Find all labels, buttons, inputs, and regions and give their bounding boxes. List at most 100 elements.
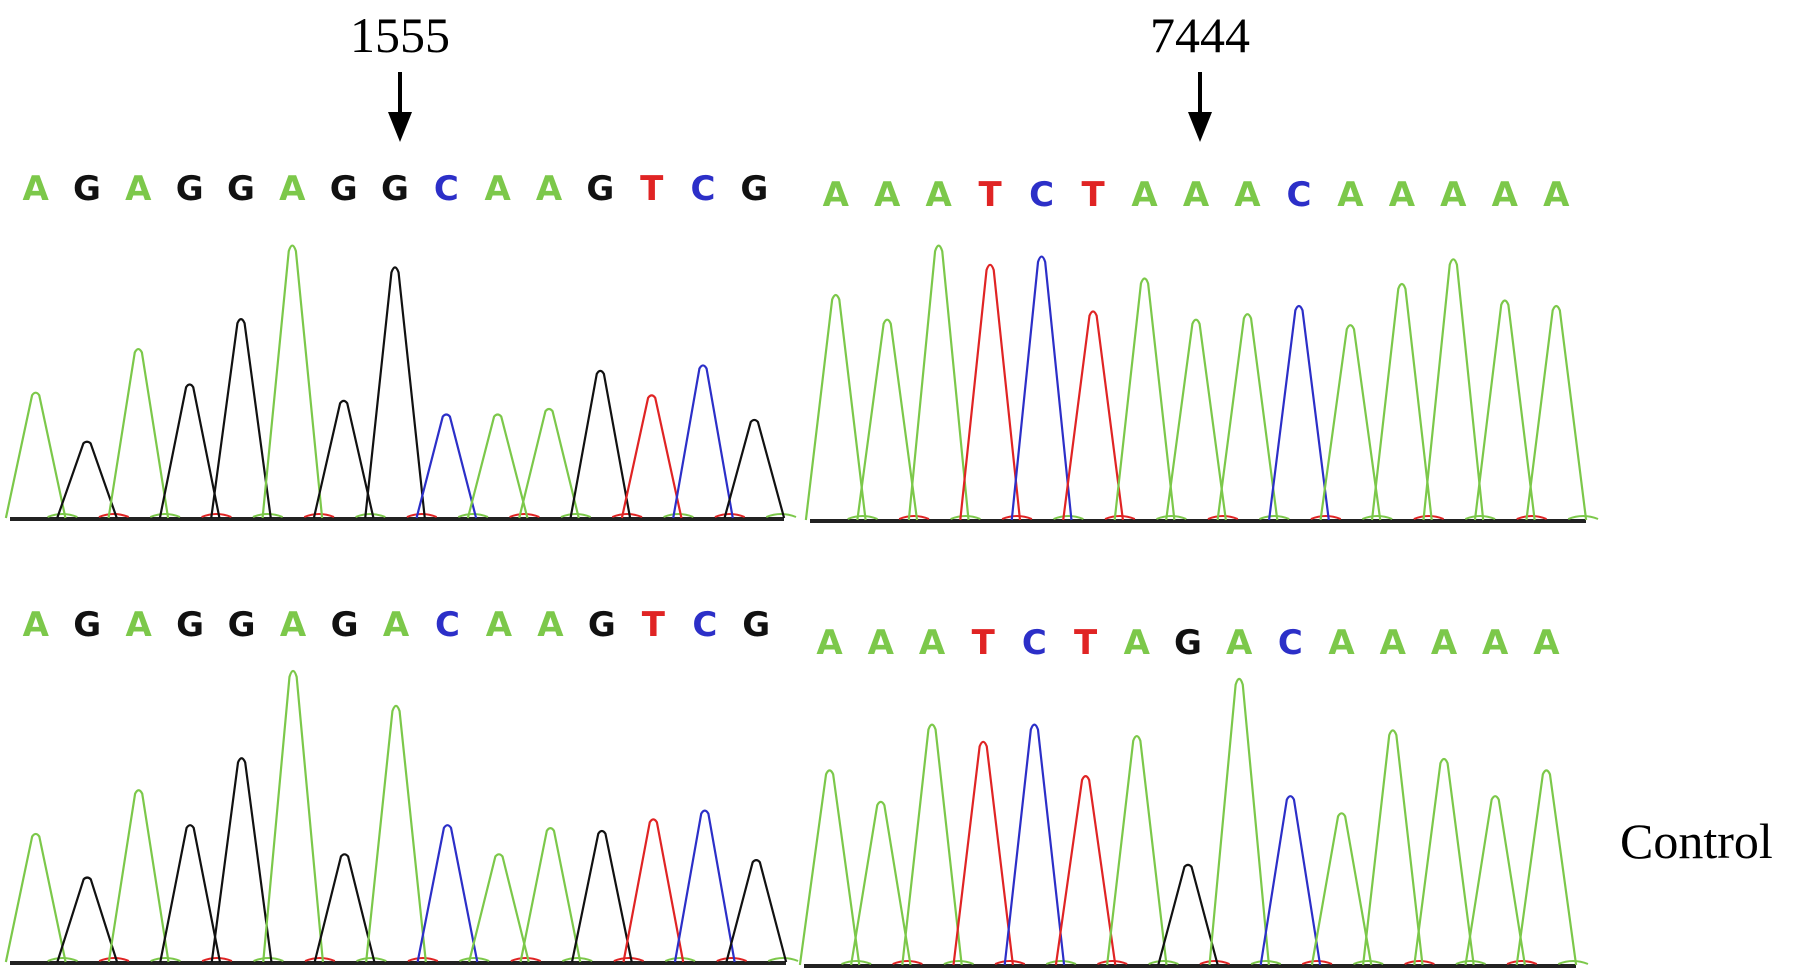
trace-peak-A — [519, 827, 582, 963]
noise-trace — [459, 957, 490, 962]
base-call-A: A — [279, 169, 306, 209]
noise-trace — [457, 513, 489, 518]
noise-trace — [1259, 515, 1290, 520]
noise-trace — [663, 513, 694, 518]
trace-peak-A — [798, 769, 861, 966]
noise-trace — [1250, 960, 1282, 965]
noise-trace — [149, 513, 181, 518]
base-call-A: A — [1380, 623, 1407, 663]
trace-peak-C — [1010, 255, 1073, 521]
noise-trace — [613, 957, 645, 962]
base-call-G: G — [588, 605, 616, 645]
base-call-G: G — [1174, 623, 1202, 663]
trace-peak-A — [804, 293, 867, 521]
base-call-A: A — [1226, 623, 1253, 663]
trace-peak-A — [1525, 304, 1588, 521]
base-call-T: T — [1074, 623, 1098, 663]
base-call-T: T — [640, 169, 664, 209]
base-call-A: A — [1440, 175, 1467, 215]
base-call-A: A — [536, 169, 563, 209]
base-call-G: G — [73, 605, 101, 645]
base-call-A: A — [486, 605, 513, 645]
trace-peak-G — [56, 876, 119, 963]
trace-peak-G — [210, 318, 272, 519]
noise-trace — [1413, 515, 1445, 520]
noise-trace — [150, 957, 181, 962]
base-call-A: A — [1328, 623, 1355, 663]
base-call-A: A — [823, 175, 850, 215]
noise-trace — [1097, 960, 1128, 965]
noise-trace — [201, 957, 233, 962]
base-call-A: A — [126, 605, 153, 645]
trace-peak-G — [723, 418, 786, 519]
trace-peak-G — [210, 757, 273, 963]
trace-peak-A — [1165, 318, 1227, 521]
trace-peak-A — [107, 789, 170, 963]
noise-trace — [1567, 515, 1599, 520]
base-call-T: T — [642, 605, 666, 645]
trace-peak-A — [1422, 258, 1485, 521]
noise-trace — [765, 513, 797, 518]
trace-peak-A — [1473, 299, 1536, 521]
base-call-A: A — [23, 169, 50, 209]
base-call-A: A — [383, 605, 410, 645]
base-call-A: A — [1533, 623, 1560, 663]
base-call-A: A — [1482, 623, 1509, 663]
noise-trace — [561, 957, 593, 962]
trace-peak-G — [364, 266, 426, 519]
trace-peak-G — [56, 440, 118, 519]
trace-peak-A — [4, 832, 67, 963]
base-call-A: A — [1124, 623, 1151, 663]
base-call-A: A — [816, 623, 843, 663]
trace-peak-A — [1515, 769, 1578, 966]
trace-peak-T — [1054, 775, 1117, 966]
trace-peak-C — [1267, 304, 1330, 521]
base-call-C: C — [1022, 623, 1047, 663]
base-call-C: C — [1278, 623, 1303, 663]
trace-peak-G — [313, 853, 376, 963]
trace-peak-A — [518, 407, 580, 519]
base-call-A: A — [125, 169, 152, 209]
base-call-C: C — [1029, 175, 1054, 215]
base-call-A: A — [1337, 175, 1364, 215]
noise-trace — [356, 957, 387, 962]
noise-trace — [611, 513, 643, 518]
noise-trace — [1148, 960, 1179, 965]
trace-peak-A — [466, 413, 529, 519]
noise-trace — [303, 513, 335, 518]
noise-trace — [716, 957, 747, 962]
trace-peak-A — [1319, 324, 1382, 521]
trace-peak-A — [907, 244, 970, 521]
trace-peak-G — [569, 369, 632, 519]
noise-trace — [841, 960, 872, 965]
arrow-down-icon — [388, 112, 412, 142]
trace-peak-C — [1259, 795, 1322, 966]
trace-peak-A — [262, 669, 325, 963]
noise-trace — [1310, 515, 1342, 520]
trace-peak-T — [1062, 310, 1125, 521]
trace-peak-A — [1362, 729, 1424, 966]
noise-trace — [994, 960, 1026, 965]
noise-trace — [407, 957, 439, 962]
base-call-A: A — [926, 175, 953, 215]
noise-trace — [714, 513, 746, 518]
trace-peak-C — [416, 824, 479, 963]
base-call-C: C — [434, 169, 459, 209]
noise-trace — [1361, 515, 1393, 520]
arrow-down-icon — [1188, 112, 1212, 142]
noise-trace — [406, 513, 438, 518]
base-call-C: C — [692, 605, 717, 645]
noise-trace — [1207, 515, 1239, 520]
base-call-C: C — [1286, 175, 1311, 215]
trace-peak-T — [952, 740, 1014, 966]
trace-peak-C — [672, 364, 734, 519]
trace-peak-A — [850, 800, 912, 966]
base-call-G: G — [381, 169, 409, 209]
base-call-G: G — [176, 169, 204, 209]
base-call-C: C — [691, 169, 716, 209]
base-call-A: A — [1234, 175, 1261, 215]
